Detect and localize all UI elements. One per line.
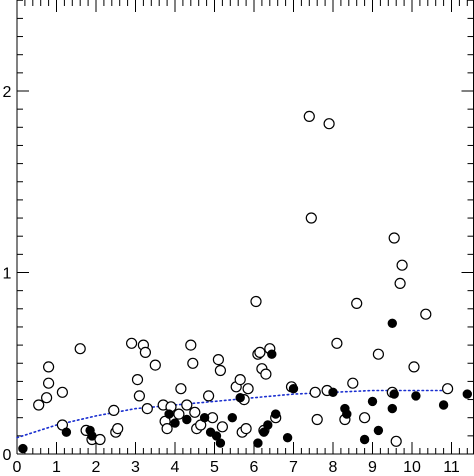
open-circle-point [185, 339, 197, 351]
x-tick-label: 1 [52, 459, 61, 476]
filled-circle-point [170, 418, 180, 428]
open-circle-point [139, 346, 151, 358]
open-circle-point [112, 423, 124, 435]
x-tick-label: 2 [92, 459, 101, 476]
open-circle-point [323, 118, 335, 130]
open-circle-point [242, 383, 254, 395]
filled-circle-point [282, 433, 293, 443]
filled-circle-point [87, 431, 97, 441]
y-tick-label: 0 [3, 447, 12, 464]
y-tick-label: 2 [3, 84, 12, 101]
filled-circle-point [199, 413, 210, 423]
filled-circle-point [18, 443, 28, 454]
open-circle-point [187, 357, 199, 369]
open-circle-point [390, 435, 402, 447]
open-circle-point [234, 374, 246, 386]
x-tick-label: 4 [171, 459, 180, 476]
open-circle-point [175, 383, 187, 395]
open-circle-point [133, 390, 145, 402]
open-circle-point [214, 364, 226, 377]
open-circle-point [311, 413, 323, 426]
open-circle-point [347, 377, 359, 389]
trend-line [16, 389, 453, 439]
open-circle-point [126, 337, 138, 349]
filled-circle-point [359, 434, 370, 445]
open-circle-point [161, 423, 173, 435]
open-circle-point [173, 408, 185, 420]
filled-circle-point [387, 403, 397, 414]
trend-line-layer [16, 389, 453, 439]
open-circle-point [181, 399, 193, 411]
open-circle-point [33, 399, 45, 411]
open-circle-point [240, 423, 252, 435]
open-circle-point [189, 406, 201, 418]
filled-circle-point [367, 396, 378, 407]
x-tick-label: 6 [250, 459, 259, 476]
filled-circle-point [342, 409, 352, 419]
filled-circle-point [215, 438, 226, 448]
open-circle-point [250, 295, 262, 308]
open-circle-point [388, 232, 400, 244]
filled-circle-point [438, 400, 449, 410]
open-circle-point [396, 259, 408, 271]
open-circle-point [442, 383, 454, 395]
filled-circle-point [288, 384, 299, 394]
filled-circle-point [227, 413, 238, 423]
open-circle-point [56, 386, 69, 398]
open-circle-point [203, 390, 215, 402]
x-tick-label: 9 [368, 459, 377, 476]
x-tick-label: 8 [329, 459, 338, 476]
open-circle-point [42, 361, 55, 373]
x-tick-label: 5 [210, 459, 219, 476]
x-tick-label: 10 [403, 459, 421, 476]
axis-ticks [16, 0, 474, 455]
filled-circle-point [235, 393, 245, 403]
filled-circle-point [271, 409, 281, 419]
open-circle-point [131, 374, 144, 386]
open-circle-point [149, 359, 161, 371]
open-circle-point [372, 348, 384, 360]
data-points-layer [18, 110, 472, 454]
filled-circle-point [387, 318, 397, 328]
open-circle-point [420, 308, 432, 320]
filled-circle-point [389, 389, 399, 399]
open-circle-point [216, 421, 228, 433]
x-tick-label: 11 [443, 459, 460, 476]
open-circle-point [303, 110, 315, 123]
filled-circle-point [164, 409, 174, 419]
filled-circle-point [253, 438, 263, 448]
filled-circle-point [259, 427, 269, 437]
open-circle-point [74, 343, 86, 355]
open-circle-point [331, 337, 343, 349]
filled-circle-point [182, 414, 192, 425]
open-circle-point [309, 386, 321, 398]
open-circle-point [359, 412, 371, 424]
open-circle-point [254, 346, 266, 358]
open-circle-point [408, 361, 420, 373]
open-circle-point [42, 377, 55, 389]
open-circle-point [40, 392, 53, 404]
filled-circle-point [411, 391, 421, 401]
open-circle-point [394, 277, 406, 289]
x-tick-label: 0 [13, 459, 22, 476]
filled-circle-point [328, 387, 338, 397]
filled-circle-point [211, 431, 222, 441]
x-tick-label: 7 [289, 459, 298, 476]
open-circle-point [141, 403, 153, 415]
filled-circle-point [61, 427, 72, 437]
filled-circle-point [373, 425, 384, 436]
open-circle-point [108, 404, 120, 416]
filled-circle-point [462, 389, 472, 399]
x-tick-label: 3 [131, 459, 140, 476]
open-circle-point [351, 297, 363, 309]
open-circle-point [305, 212, 317, 224]
axis-tick-labels: 0 1 2 3 4 5 6 7 8 9 10 11 0 1 2 [3, 84, 460, 476]
filled-circle-point [263, 420, 273, 430]
y-tick-label: 1 [3, 266, 12, 283]
open-circle-point [212, 354, 224, 366]
filled-circle-point [267, 349, 277, 359]
open-circle-point [260, 368, 272, 380]
